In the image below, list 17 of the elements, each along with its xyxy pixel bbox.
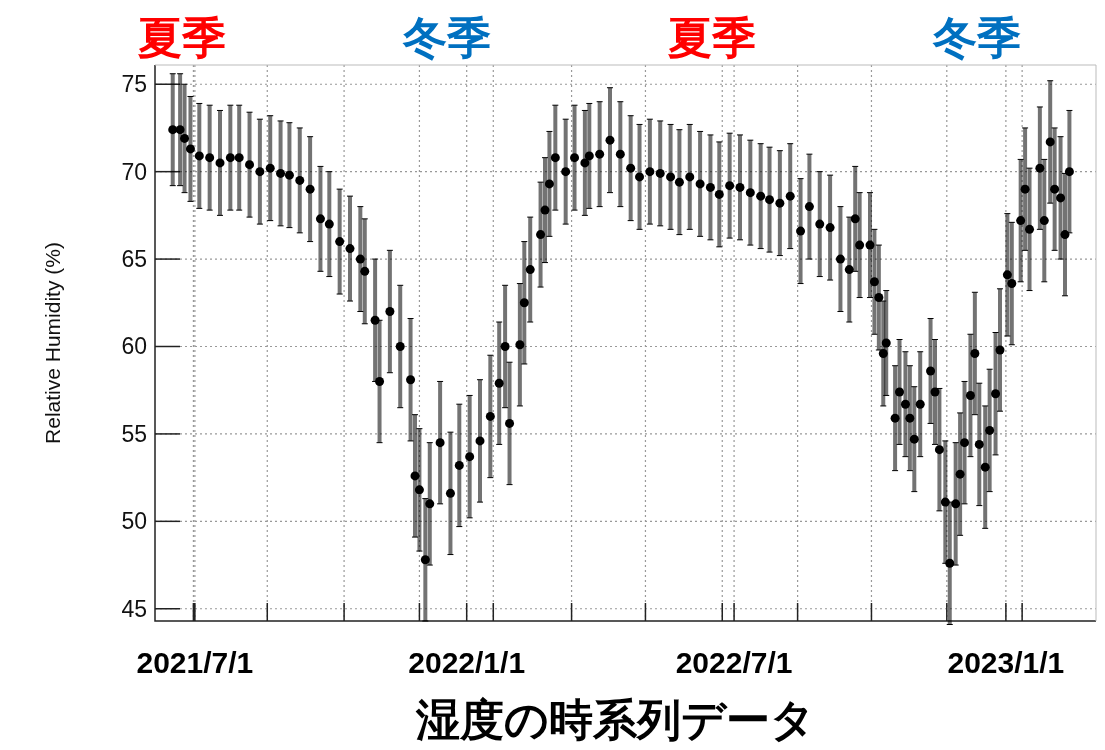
x-tick-label: 2022/7/1: [675, 646, 793, 679]
y-tick-label: 50: [121, 508, 147, 535]
x-tick-label: 2021/7/1: [136, 646, 254, 679]
y-axis-title: Relative Humidity (%): [41, 242, 64, 444]
y-tick-label: 65: [121, 246, 147, 273]
text: 夏季: [138, 13, 226, 62]
text: 冬季: [932, 13, 1021, 62]
x-tick-label: 2023/1/1: [947, 646, 1065, 679]
y-tick-label: 60: [121, 333, 147, 360]
y-tick-label: 75: [121, 71, 147, 98]
y-tick-label: 70: [121, 158, 147, 185]
y-tick-label: 55: [121, 420, 147, 447]
x-axis-title: 湿度の時系列データ: [415, 695, 815, 744]
text: 冬季: [402, 13, 491, 62]
x-tick-label: 2022/1/1: [408, 646, 526, 679]
text: 夏季: [668, 13, 756, 62]
y-tick-label: 45: [121, 595, 147, 622]
